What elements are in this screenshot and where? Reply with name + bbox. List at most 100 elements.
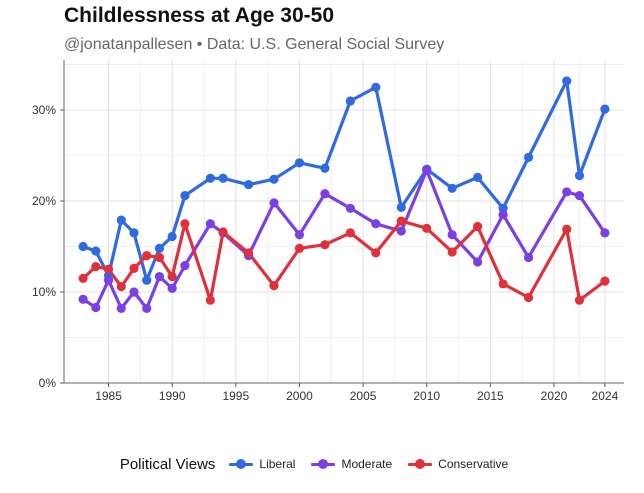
data-point-conservative [116, 281, 126, 292]
data-point-conservative [574, 295, 585, 305]
legend: Political Views Liberal Moderate Conserv… [0, 452, 644, 476]
data-point-liberal [116, 215, 126, 225]
x-tick-label: 2020 [541, 389, 568, 403]
series-line-liberal [81, 79, 607, 282]
legend-label-conservative: Conservative [438, 457, 509, 471]
data-point-liberal [473, 172, 483, 182]
data-point-liberal [142, 275, 152, 285]
data-point-liberal [129, 228, 139, 238]
data-point-conservative [218, 227, 228, 237]
data-point-moderate [447, 230, 457, 240]
data-point-conservative [78, 273, 88, 283]
gridlines [64, 60, 624, 384]
axes: 0% 10% 20% 30% 1985 1990 1995 2000 2005 2010 2015 2… [32, 60, 624, 403]
x-tick-label: 2005 [350, 389, 377, 403]
data-point-liberal [498, 203, 508, 213]
data-point-liberal [562, 76, 572, 86]
data-point-moderate [205, 219, 215, 229]
data-point-conservative [320, 240, 330, 250]
data-point-conservative [180, 219, 190, 229]
data-point-moderate [498, 210, 508, 220]
data-point-moderate [371, 219, 381, 229]
x-tick-label: 2010 [413, 389, 440, 403]
data-point-conservative [396, 216, 406, 226]
legend-title: Political Views [119, 455, 216, 473]
y-tick-label: 30% [32, 103, 56, 117]
data-point-conservative [129, 263, 139, 273]
y-tick-label: 20% [32, 194, 56, 208]
data-point-liberal [154, 243, 165, 253]
data-point-liberal [600, 104, 610, 114]
data-point-moderate [167, 283, 177, 293]
data-point-moderate [574, 190, 585, 201]
legend-key-dot [318, 459, 329, 469]
data-point-liberal [180, 190, 190, 201]
data-point-conservative [154, 252, 165, 263]
data-point-liberal [320, 163, 330, 173]
x-tick-label: 1985 [95, 389, 122, 403]
data-point-conservative [600, 276, 610, 286]
data-point-conservative [345, 228, 355, 238]
data-point-liberal [294, 158, 305, 168]
x-tick-label: 2000 [286, 389, 313, 403]
data-point-liberal [205, 173, 215, 183]
x-tick-label: 1995 [222, 389, 249, 403]
data-point-conservative [523, 292, 534, 303]
series-layer [78, 76, 610, 313]
x-tick-label: 2015 [477, 389, 504, 403]
data-point-conservative [447, 247, 457, 257]
legend-label-liberal: Liberal [259, 457, 296, 471]
legend-key-dot [415, 459, 426, 469]
data-point-conservative [142, 251, 152, 261]
data-point-conservative [473, 221, 483, 232]
legend-key-moderate [311, 458, 336, 470]
data-point-liberal [243, 180, 254, 190]
legend-key-conservative [408, 458, 433, 470]
data-point-liberal [574, 170, 585, 181]
data-point-moderate [91, 302, 101, 313]
data-point-moderate [142, 303, 152, 313]
data-point-conservative [103, 264, 114, 274]
data-point-liberal [167, 231, 177, 242]
legend-key-liberal [229, 458, 254, 470]
chart-title: Childlessness at Age 30-50 [64, 4, 335, 27]
data-point-conservative [243, 248, 254, 258]
data-point-conservative [498, 279, 508, 289]
legend-item-conservative: Conservative [408, 457, 508, 471]
data-point-moderate [473, 257, 483, 267]
data-point-liberal [447, 183, 457, 193]
data-point-moderate [116, 303, 126, 313]
data-point-conservative [269, 281, 279, 291]
data-point-moderate [154, 271, 165, 282]
y-tick-label: 10% [32, 285, 56, 299]
series-line-moderate [81, 168, 607, 310]
data-point-moderate [422, 165, 432, 175]
data-point-moderate [523, 252, 534, 263]
data-point-moderate [345, 203, 355, 213]
legend-key-dot [236, 459, 247, 469]
data-point-liberal [269, 174, 279, 184]
data-point-liberal [218, 173, 228, 183]
data-point-liberal [91, 246, 101, 256]
data-point-moderate [129, 287, 139, 297]
data-point-liberal [396, 202, 406, 212]
chart-plot: 0% 10% 20% 30% 1985 1990 1995 2000 2005 2010 2015 2… [32, 60, 624, 403]
data-point-moderate [600, 228, 610, 238]
data-point-liberal [78, 241, 88, 252]
x-tick-label: 2024 [592, 389, 619, 403]
legend-label-moderate: Moderate [341, 457, 393, 471]
data-point-conservative [91, 261, 101, 272]
data-point-conservative [205, 295, 215, 305]
data-point-moderate [562, 187, 572, 197]
data-point-conservative [562, 224, 572, 234]
data-point-liberal [371, 82, 381, 92]
data-point-conservative [167, 271, 177, 282]
data-point-moderate [269, 198, 279, 208]
legend-item-moderate: Moderate [311, 457, 392, 471]
data-point-moderate [320, 189, 330, 199]
data-point-conservative [371, 248, 381, 258]
chart-subtitle: @jonatanpallesen • Data: U.S. General So… [64, 36, 445, 53]
data-point-conservative [422, 223, 432, 233]
data-point-conservative [294, 243, 305, 253]
legend-item-liberal: Liberal [229, 457, 295, 471]
